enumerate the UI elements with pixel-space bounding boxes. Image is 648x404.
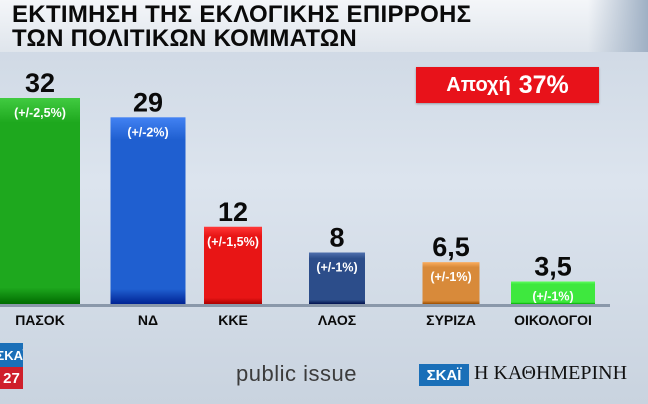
margin-label-0: (+/-2,5%): [14, 106, 66, 120]
value-label-4: 6,5: [432, 232, 470, 262]
category-label-0: ΠΑΣΟΚ: [15, 312, 65, 328]
category-label-2: ΚΚΕ: [218, 312, 248, 328]
chart-title-line-2: ΤΩΝ ΠΟΛΙΤΙΚΩΝ ΚΟΜΜΑΤΩΝ: [12, 25, 358, 52]
header: ΕΚΤΙΜΗΣΗ ΤΗΣ ΕΚΛΟΓΙΚΗΣ ΕΠΙΡΡΟΗΣ ΤΩΝ ΠΟΛΙ…: [0, 0, 648, 52]
header-decoration: [588, 0, 648, 52]
newspaper-logo: Η ΚΑΘΗΜΕΡΙΝΗ: [474, 362, 628, 384]
channel-logo: ΣΚΑΪ: [419, 364, 469, 386]
value-label-1: 29: [133, 87, 163, 117]
bar-4: [422, 262, 480, 304]
value-label-3: 8: [329, 223, 344, 253]
bar-0: [0, 98, 80, 304]
category-label-1: ΝΔ: [138, 312, 158, 328]
category-label-3: ΛΑΟΣ: [318, 312, 356, 328]
category-label-5: ΟΙΚΟΛΟΓΟΙ: [514, 312, 592, 328]
chart-title-line-1: ΕΚΤΙΜΗΣΗ ΤΗΣ ΕΚΛΟΓΙΚΗΣ ΕΠΙΡΡΟΗΣ: [12, 1, 472, 28]
abstention-label: Αποχή: [446, 73, 511, 96]
margin-label-2: (+/-1,5%): [207, 235, 259, 249]
abstention-badge: Αποχή 37%: [416, 67, 599, 103]
channel-badge: ΣΚΑΪ: [0, 343, 23, 367]
value-label-5: 3,5: [534, 251, 572, 281]
margin-label-1: (+/-2%): [127, 125, 168, 139]
channel-number-badge: 27: [0, 367, 23, 389]
bar-3: [309, 252, 365, 304]
source-text: public issue: [236, 361, 357, 386]
chart-baseline: [0, 304, 610, 307]
value-label-2: 12: [218, 197, 248, 227]
margin-label-3: (+/-1%): [316, 261, 357, 275]
bar-5: [511, 281, 595, 304]
bar-2: [204, 226, 262, 304]
category-label-4: ΣΥΡΙΖΑ: [426, 312, 476, 328]
margin-label-4: (+/-1%): [430, 270, 471, 284]
margin-label-5: (+/-1%): [532, 289, 573, 303]
bar-1: [110, 117, 186, 304]
value-label-0: 32: [25, 68, 55, 98]
abstention-value: 37%: [518, 70, 569, 99]
